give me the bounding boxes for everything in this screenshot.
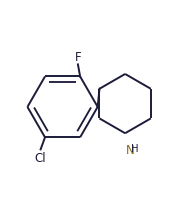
Text: H: H [131,143,139,153]
Text: F: F [75,50,81,63]
Text: Cl: Cl [35,151,46,164]
Text: N: N [126,143,135,156]
